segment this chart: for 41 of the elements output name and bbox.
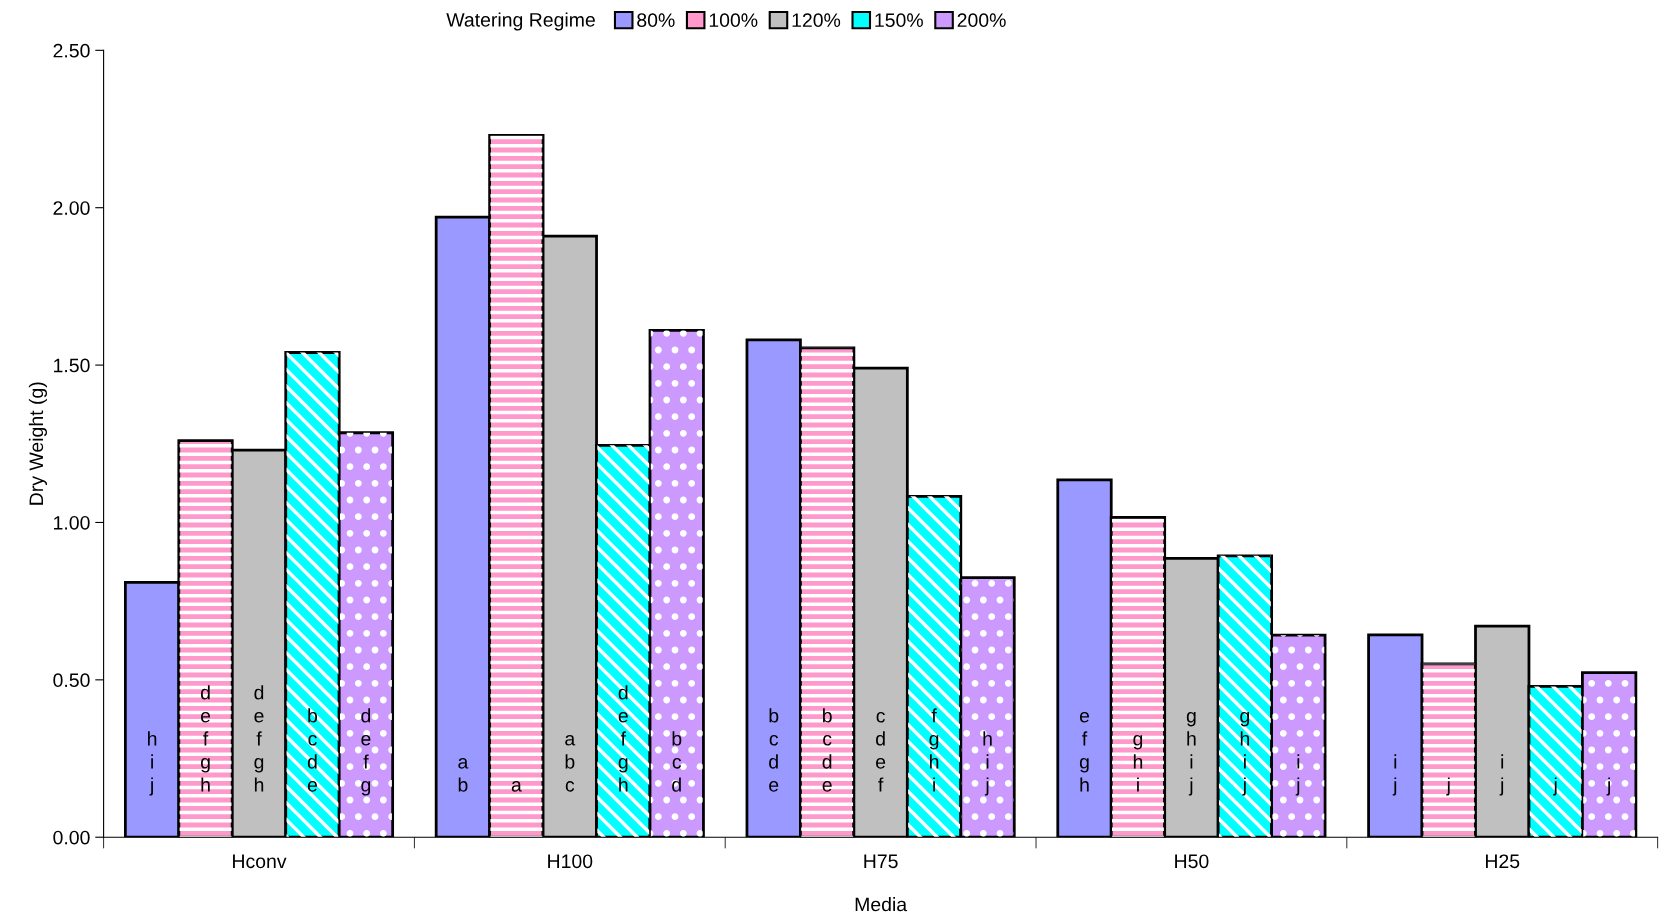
data-label: j xyxy=(1446,777,1450,796)
legend-label: 200% xyxy=(957,13,1006,28)
legend-label: 100% xyxy=(709,13,758,28)
y-tick-label: 1.50 xyxy=(54,358,90,373)
data-label: e f g h xyxy=(1079,711,1090,792)
legend-label: 80% xyxy=(637,13,675,28)
data-label: a b xyxy=(458,758,469,792)
y-axis-title: Dry Weight (g) xyxy=(28,382,48,505)
y-tick-label: 0.50 xyxy=(53,673,90,688)
data-label: i j xyxy=(1295,754,1300,796)
data-label: i j xyxy=(1392,754,1397,796)
x-tick-label: H75 xyxy=(864,854,898,869)
data-label: h i j xyxy=(983,731,992,796)
legend-title: Watering Regime xyxy=(446,12,595,31)
data-label: a b c xyxy=(565,734,576,792)
data-label: b c d xyxy=(672,731,682,792)
y-tick-label: 0.00 xyxy=(53,830,90,845)
data-label: d e f g h xyxy=(254,685,264,792)
legend-label: 150% xyxy=(875,13,923,28)
data-label: g h i j xyxy=(1186,711,1196,796)
data-label: i j xyxy=(1499,754,1504,796)
y-tick-label: 1.00 xyxy=(54,515,90,530)
legend-label: 120% xyxy=(792,13,841,28)
data-label: j xyxy=(1553,777,1557,796)
x-tick-label: H50 xyxy=(1175,854,1209,869)
x-tick-label: H25 xyxy=(1485,854,1520,869)
data-label: g h i xyxy=(1133,734,1143,792)
x-tick-label: Hconv xyxy=(233,854,287,869)
data-label: a xyxy=(511,781,522,792)
data-label: h i j xyxy=(148,731,157,796)
x-tick-label: H100 xyxy=(548,854,593,869)
y-tick-label: 2.00 xyxy=(53,201,90,215)
data-label: d e f g xyxy=(361,708,371,796)
data-label: j xyxy=(1606,777,1610,796)
data-label: b c d e xyxy=(822,708,832,792)
data-label: c d e f xyxy=(876,711,886,792)
data-label: d e f g h xyxy=(200,685,211,792)
x-axis-title: Media xyxy=(855,897,908,912)
data-label: g h i j xyxy=(1240,711,1250,796)
y-tick-label: 2.50 xyxy=(53,43,90,58)
data-label: b c d e xyxy=(769,708,779,792)
